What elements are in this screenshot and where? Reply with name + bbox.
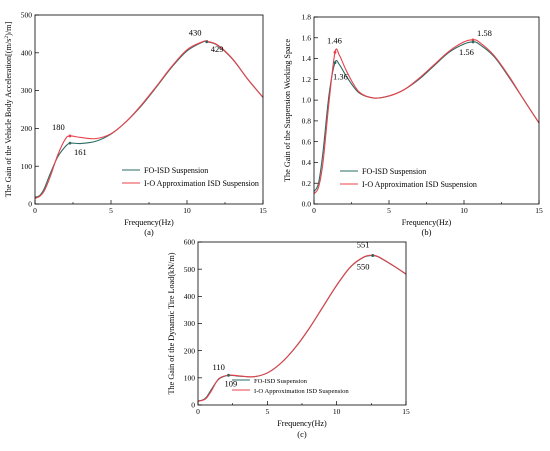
y-tick-label: 0 [28, 200, 32, 209]
y-tick-label: 0.6 [302, 137, 312, 146]
peak-annotation: 550 [357, 262, 370, 272]
peak-annotation: 110 [213, 362, 225, 372]
chart-b-ylabel: The Gain of the Suspension Working Space [283, 39, 292, 182]
peak-annotation: 551 [357, 239, 370, 249]
x-tick-label: 10 [183, 206, 191, 215]
x-tick-label: 15 [259, 206, 267, 215]
chart-a-legend: FO-ISD Suspension I-O Approximation ISD S… [122, 166, 259, 188]
y-tick-label: 0.2 [302, 179, 312, 188]
y-tick-label: 1.0 [302, 96, 312, 105]
peak-annotation: 1.46 [327, 35, 342, 45]
peak-marker [68, 134, 72, 138]
y-tick-label: 1.4 [302, 54, 312, 63]
y-tick-label: 1.8 [302, 13, 312, 22]
y-tick-label: 400 [21, 48, 33, 57]
peak-marker [333, 50, 337, 54]
chart-a-caption: (a) [144, 227, 154, 237]
y-tick-label: 1.6 [302, 33, 312, 42]
chart-b-legend: FO-ISD Suspension I-O Approximation ISD S… [340, 167, 477, 189]
chart-a: 0 5 10 15 0 100 200 300 400 500 430 429 180 161 FO-I… [4, 11, 267, 237]
chart-b-frame [313, 16, 540, 205]
series-line-io-approx [34, 40, 264, 199]
peak-annotation: 1.56 [459, 47, 474, 57]
peak-annotation: 430 [189, 27, 202, 37]
y-tick-label: 0.4 [302, 158, 312, 167]
x-tick-label: 10 [460, 206, 468, 215]
x-tick-label: 15 [402, 407, 410, 416]
peak-annotation: 180 [52, 122, 65, 132]
chart-b-annotations: 1.46 1.36 1.581.56 [327, 28, 492, 82]
chart-c-ticks: 0 5 10 15 0 100 200 300 400 500 600 [184, 238, 410, 416]
x-tick-label: 0 [33, 206, 37, 215]
y-tick-label: 100 [184, 373, 196, 382]
x-tick-label: 0 [196, 407, 200, 416]
y-tick-label: 0.0 [302, 200, 312, 209]
peak-annotation: 161 [74, 147, 87, 157]
y-tick-label: 1.2 [302, 75, 312, 84]
y-tick-label: 0 [191, 401, 195, 410]
legend-label-io-approx: I-O Approximation ISD Suspension [254, 388, 349, 395]
y-tick-label: 300 [21, 86, 33, 95]
y-tick-label: 500 [184, 265, 196, 274]
peak-marker [227, 373, 230, 377]
chart-c-legend: FO-ISD Suspension I-O Approximation ISD S… [232, 378, 349, 395]
y-tick-label: 600 [184, 238, 196, 247]
chart-b: 0 5 10 15 0.0 0.2 0.4 0.6 0.8 1.0 1.2 1.4 1.6 1.8 1.4… [283, 13, 543, 237]
legend-label-fo-isd: FO-ISD Suspension [144, 166, 208, 175]
peak-annotation: 1.36 [333, 72, 348, 82]
peak-marker [68, 141, 72, 145]
peak-marker [471, 38, 475, 42]
legend-label-fo-isd: FO-ISD Suspension [362, 167, 426, 176]
y-tick-label: 200 [184, 346, 196, 355]
peak-marker [371, 254, 375, 257]
x-tick-label: 15 [535, 206, 543, 215]
x-tick-label: 10 [333, 407, 341, 416]
chart-a-ticks: 0 5 10 15 0 100 200 300 400 500 [21, 11, 267, 215]
chart-b-lines [313, 39, 540, 194]
chart-a-lines [34, 40, 264, 199]
peak-marker [333, 61, 337, 65]
chart-c-xlabel: Frequency(Hz) [277, 419, 327, 428]
peak-marker [205, 40, 209, 44]
chart-a-ylabel: The Gain of the Vehicle Body Acceleratio… [4, 22, 13, 198]
chart-c-caption: (c) [297, 429, 307, 439]
series-line-io-approx [313, 39, 540, 194]
chart-a-annotations: 430 429 180 161 [52, 27, 224, 157]
series-line-fo-isd [313, 41, 540, 192]
y-tick-label: 300 [184, 319, 196, 328]
peak-marker [471, 40, 475, 44]
chart-a-frame [34, 14, 264, 205]
y-tick-label: 100 [21, 162, 33, 171]
legend-label-io-approx: I-O Approximation ISD Suspension [362, 180, 477, 189]
legend-label-io-approx: I-O Approximation ISD Suspension [144, 179, 259, 188]
y-tick-label: 500 [21, 11, 33, 20]
chart-b-xlabel: Frequency(Hz) [402, 218, 452, 227]
peak-annotation: 1.58 [477, 28, 492, 38]
chart-a-xlabel: Frequency(Hz) [124, 218, 174, 227]
peak-annotation: 109 [225, 378, 238, 388]
x-tick-label: 5 [265, 407, 269, 416]
legend-label-fo-isd: FO-ISD Suspension [254, 378, 308, 385]
x-tick-label: 5 [387, 206, 391, 215]
y-tick-label: 400 [184, 292, 196, 301]
chart-b-ticks: 0 5 10 15 0.0 0.2 0.4 0.6 0.8 1.0 1.2 1.4 1.6 1.8 [302, 13, 543, 215]
x-tick-label: 5 [109, 206, 113, 215]
x-tick-label: 0 [312, 206, 316, 215]
peak-annotation: 429 [211, 44, 224, 54]
chart-b-caption: (b) [422, 227, 432, 237]
y-tick-label: 0.8 [302, 116, 312, 125]
chart-c-ylabel: The Gain of the Dynamic Tire Load(kN/m) [167, 252, 176, 394]
y-tick-label: 200 [21, 124, 33, 133]
